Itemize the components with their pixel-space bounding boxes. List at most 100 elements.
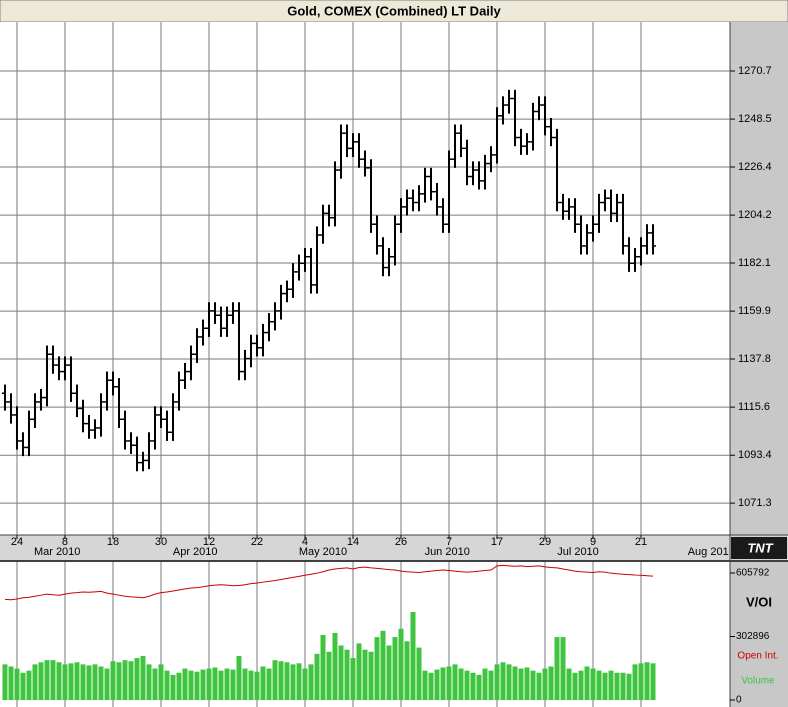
y-tick-label: 0 [736, 695, 742, 706]
volume-bar [422, 670, 428, 700]
x-tick-label: 12 [203, 536, 215, 548]
volume-bar [152, 668, 158, 700]
volume-bar [26, 670, 32, 700]
logo: TNT [747, 540, 773, 555]
y-tick-label: 1226.4 [738, 161, 772, 173]
x-tick-label: 21 [635, 536, 647, 548]
volume-bar [482, 668, 488, 700]
y-tick-label: 1204.2 [738, 209, 772, 221]
volume-bar [374, 637, 380, 700]
volume-bar [452, 664, 458, 700]
volume-axis-strip [730, 561, 788, 707]
volume-bar [428, 672, 434, 700]
y-tick-label: 1182.1 [738, 257, 771, 269]
month-label: Aug 201 [688, 546, 729, 558]
volume-bar [410, 611, 416, 700]
volume-bar [8, 666, 14, 700]
volume-bar [320, 635, 326, 700]
volume-bar [284, 662, 290, 700]
volume-bar [314, 653, 320, 700]
volume-bar [218, 670, 224, 700]
volume-bar [458, 668, 464, 700]
volume-bar [650, 663, 656, 700]
volume-bar [32, 664, 38, 700]
volume-bar [302, 668, 308, 700]
volume-bar [212, 667, 218, 700]
volume-bar [206, 668, 212, 700]
month-label: Jun 2010 [425, 546, 470, 558]
volume-bar [644, 662, 650, 700]
volume-bar [464, 670, 470, 700]
x-tick-label: 22 [251, 536, 263, 548]
volume-bar [92, 664, 98, 700]
volume-bar [416, 647, 422, 700]
volume-bar [74, 662, 80, 700]
month-label: Mar 2010 [34, 546, 80, 558]
volume-bar [164, 670, 170, 700]
volume-bar [632, 664, 638, 700]
x-tick-label: 30 [155, 536, 167, 548]
volume-bar [230, 669, 236, 700]
y-tick-label: 1159.9 [738, 305, 771, 317]
volume-bar [512, 666, 518, 700]
month-label: Apr 2010 [173, 546, 218, 558]
volume-bar [260, 666, 266, 700]
volume-bar [254, 671, 260, 700]
volume-bar [2, 664, 8, 700]
volume-bar [614, 672, 620, 700]
date-axis-strip [0, 535, 788, 561]
volume-bar [404, 641, 410, 700]
volume-bar [542, 668, 548, 700]
x-tick-label: 9 [590, 536, 596, 548]
volume-bar [578, 670, 584, 700]
volume-bar [530, 670, 536, 700]
volume-bar [596, 670, 602, 700]
y-tick-label: 605792 [736, 568, 770, 579]
volume-bar [158, 664, 164, 700]
volume-bar [62, 664, 68, 700]
volume-bar [170, 674, 176, 700]
x-tick-label: 8 [62, 536, 68, 548]
legend-open-interest: Open Int. [737, 651, 778, 662]
y-tick-label: 1071.3 [738, 497, 772, 509]
volume-bar [242, 668, 248, 700]
y-tick-label: 302896 [736, 631, 770, 642]
volume-bar [470, 672, 476, 700]
volume-bar [476, 674, 482, 700]
volume-bar [500, 662, 506, 700]
volume-bar [584, 666, 590, 700]
volume-bar [80, 664, 86, 700]
volume-bar [566, 668, 572, 700]
volume-bar [590, 668, 596, 700]
volume-bar [266, 668, 272, 700]
volume-bar [446, 666, 452, 700]
volume-bar [626, 673, 632, 700]
volume-bar [638, 663, 644, 700]
volume-bar [182, 668, 188, 700]
volume-bar [434, 669, 440, 700]
volume-bar [368, 651, 374, 700]
volume-bar [200, 669, 206, 700]
volume-bar [176, 672, 182, 700]
volume-bar [620, 672, 626, 700]
price-axis-strip [730, 22, 788, 535]
volume-bar [488, 670, 494, 700]
volume-bar [278, 661, 284, 700]
y-tick-label: 1248.5 [738, 113, 772, 125]
volume-bar [548, 666, 554, 700]
volume-bar [338, 645, 344, 700]
volume-bar [110, 661, 116, 700]
volume-bar [344, 649, 350, 700]
x-tick-label: 24 [11, 536, 23, 548]
volume-bar [272, 660, 278, 700]
x-tick-label: 29 [539, 536, 551, 548]
volume-bar [290, 664, 296, 700]
volume-bar [296, 663, 302, 700]
volume-bar [50, 660, 56, 700]
panel-title: V/OI [746, 594, 772, 609]
volume-bar [326, 651, 332, 700]
y-tick-label: 1115.6 [738, 401, 770, 413]
volume-bar [440, 667, 446, 700]
x-tick-label: 26 [395, 536, 407, 548]
